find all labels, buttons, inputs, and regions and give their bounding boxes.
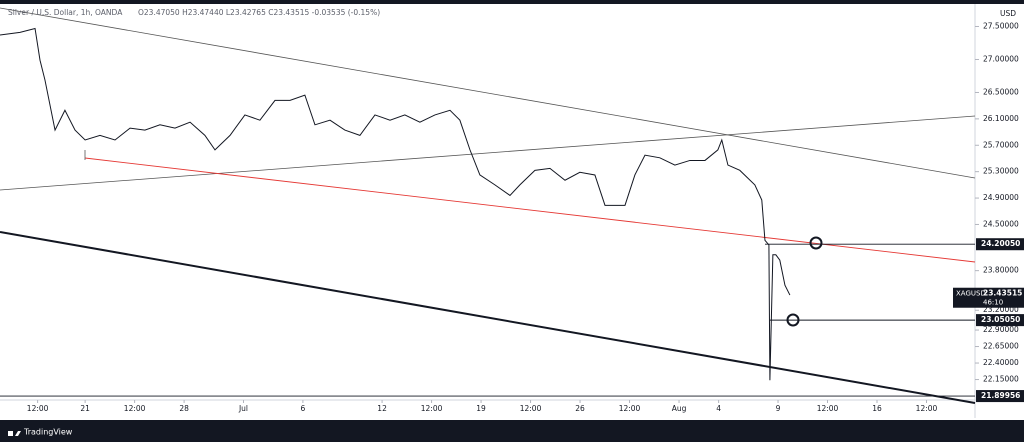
x-tick-label: 12:00 — [619, 404, 641, 413]
price-tag: 23.05050 — [981, 315, 1020, 324]
x-tick-label: 12:00 — [27, 404, 49, 413]
footer-bar — [0, 420, 1024, 442]
ohlc-readout: O23.47050 H23.47440 L23.42765 C23.43515 … — [138, 8, 380, 17]
price-tag-bg — [976, 314, 1024, 327]
y-tick-label: 25.70000 — [983, 140, 1019, 149]
y-tick-label: 23.20000 — [983, 305, 1019, 314]
footer-brand: TradingView — [23, 428, 73, 437]
y-tick-label: 22.65000 — [983, 342, 1019, 351]
x-tick-label: 21 — [80, 404, 90, 413]
top-border — [0, 0, 1024, 4]
y-tick-label: 22.90000 — [983, 325, 1019, 334]
chart-title: Silver / U.S. Dollar, 1h, OANDA — [8, 8, 123, 17]
x-tick-label: 4 — [716, 404, 721, 413]
price-line — [0, 27, 791, 381]
logo — [8, 431, 21, 436]
y-tick-label: 27.50000 — [983, 21, 1019, 30]
y-tick-label: 23.80000 — [983, 266, 1019, 275]
countdown: 46:10 — [983, 299, 1003, 307]
price-tag-bg — [976, 390, 1024, 403]
x-tick-label: 12 — [377, 404, 387, 413]
x-tick-label: 26 — [575, 404, 585, 413]
y-tick-label: 22.15000 — [983, 375, 1019, 384]
x-tick-label: 6 — [301, 404, 306, 413]
y-tick-label: 25.30000 — [983, 167, 1019, 176]
symbol-tag: XAGUSD — [956, 290, 986, 298]
x-tick-label: 28 — [179, 404, 189, 413]
circle-marker — [809, 236, 823, 250]
currency-label: USD — [1000, 9, 1016, 18]
x-tick-label: 19 — [476, 404, 486, 413]
x-tick-label: 16 — [872, 404, 882, 413]
trend-line — [0, 7, 976, 179]
x-tick-label: 12:00 — [421, 404, 443, 413]
x-tick-label: Jul — [238, 404, 248, 413]
last-price: 23.43515 — [983, 289, 1022, 298]
trend-line — [0, 115, 976, 191]
y-tick-label: 22.40000 — [983, 358, 1019, 367]
price-tag-bg — [976, 238, 1024, 251]
x-tick-label: Aug — [672, 404, 687, 413]
y-tick-label: 24.50000 — [983, 219, 1019, 228]
y-tick-label: 26.50000 — [983, 87, 1019, 96]
x-tick-label: 12:00 — [520, 404, 542, 413]
x-tick-label: 9 — [776, 404, 781, 413]
x-tick-label: 12:00 — [916, 404, 938, 413]
y-tick-label: 24.90000 — [983, 193, 1019, 202]
price-tag: 21.89956 — [981, 391, 1020, 400]
y-tick-label: 26.10000 — [983, 114, 1019, 123]
trend-line-bold — [0, 231, 976, 404]
x-tick-label: 12:00 — [817, 404, 839, 413]
y-tick-label: 27.00000 — [983, 54, 1019, 63]
last-price-bg — [953, 287, 1024, 308]
price-tag: 24.20050 — [981, 239, 1020, 248]
x-tick-label: 12:00 — [124, 404, 146, 413]
